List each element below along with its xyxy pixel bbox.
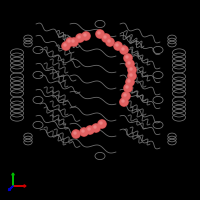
Circle shape: [96, 30, 104, 38]
Circle shape: [80, 128, 88, 136]
Circle shape: [130, 68, 132, 70]
Circle shape: [72, 130, 80, 138]
FancyArrow shape: [13, 185, 26, 187]
Circle shape: [84, 34, 86, 36]
Circle shape: [100, 122, 102, 124]
Circle shape: [106, 38, 114, 46]
Circle shape: [126, 60, 134, 68]
Circle shape: [122, 100, 124, 102]
Circle shape: [92, 124, 100, 132]
FancyArrow shape: [12, 173, 14, 186]
Circle shape: [124, 84, 132, 92]
Circle shape: [114, 42, 122, 50]
Circle shape: [114, 42, 122, 50]
Circle shape: [82, 32, 90, 40]
Circle shape: [62, 42, 70, 50]
Circle shape: [92, 124, 100, 132]
Circle shape: [66, 38, 74, 46]
Circle shape: [74, 132, 76, 134]
Circle shape: [70, 38, 78, 46]
Circle shape: [98, 120, 106, 128]
Circle shape: [78, 36, 80, 38]
Circle shape: [116, 44, 118, 46]
Circle shape: [86, 126, 94, 134]
Circle shape: [128, 72, 136, 80]
Circle shape: [98, 32, 100, 34]
Circle shape: [128, 66, 136, 74]
Circle shape: [104, 36, 106, 38]
Circle shape: [126, 86, 128, 88]
Circle shape: [124, 94, 126, 96]
Circle shape: [76, 34, 84, 42]
Circle shape: [82, 32, 90, 40]
Circle shape: [68, 40, 70, 42]
Circle shape: [66, 38, 74, 46]
Circle shape: [122, 92, 130, 100]
Circle shape: [128, 62, 130, 64]
FancyArrow shape: [8, 186, 13, 191]
Circle shape: [124, 54, 132, 62]
Circle shape: [96, 30, 104, 38]
Circle shape: [124, 54, 132, 62]
Circle shape: [106, 38, 114, 46]
Circle shape: [88, 128, 90, 130]
Circle shape: [72, 40, 74, 42]
Circle shape: [120, 98, 128, 106]
Circle shape: [94, 126, 96, 128]
Circle shape: [108, 40, 110, 42]
Circle shape: [98, 120, 106, 128]
Circle shape: [102, 34, 110, 42]
Circle shape: [120, 46, 128, 54]
Circle shape: [70, 38, 78, 46]
Circle shape: [128, 66, 136, 74]
Circle shape: [62, 42, 70, 50]
Circle shape: [80, 128, 88, 136]
Circle shape: [126, 78, 134, 86]
Circle shape: [120, 98, 128, 106]
Circle shape: [76, 34, 84, 42]
Circle shape: [128, 80, 130, 82]
Circle shape: [72, 130, 80, 138]
Circle shape: [64, 44, 66, 46]
Circle shape: [82, 130, 84, 132]
Circle shape: [122, 48, 124, 50]
Circle shape: [126, 60, 134, 68]
Circle shape: [126, 78, 134, 86]
Circle shape: [128, 72, 136, 80]
Circle shape: [102, 34, 110, 42]
Circle shape: [130, 74, 132, 76]
Circle shape: [122, 92, 130, 100]
Circle shape: [126, 56, 128, 58]
Circle shape: [120, 46, 128, 54]
Circle shape: [124, 84, 132, 92]
Circle shape: [86, 126, 94, 134]
